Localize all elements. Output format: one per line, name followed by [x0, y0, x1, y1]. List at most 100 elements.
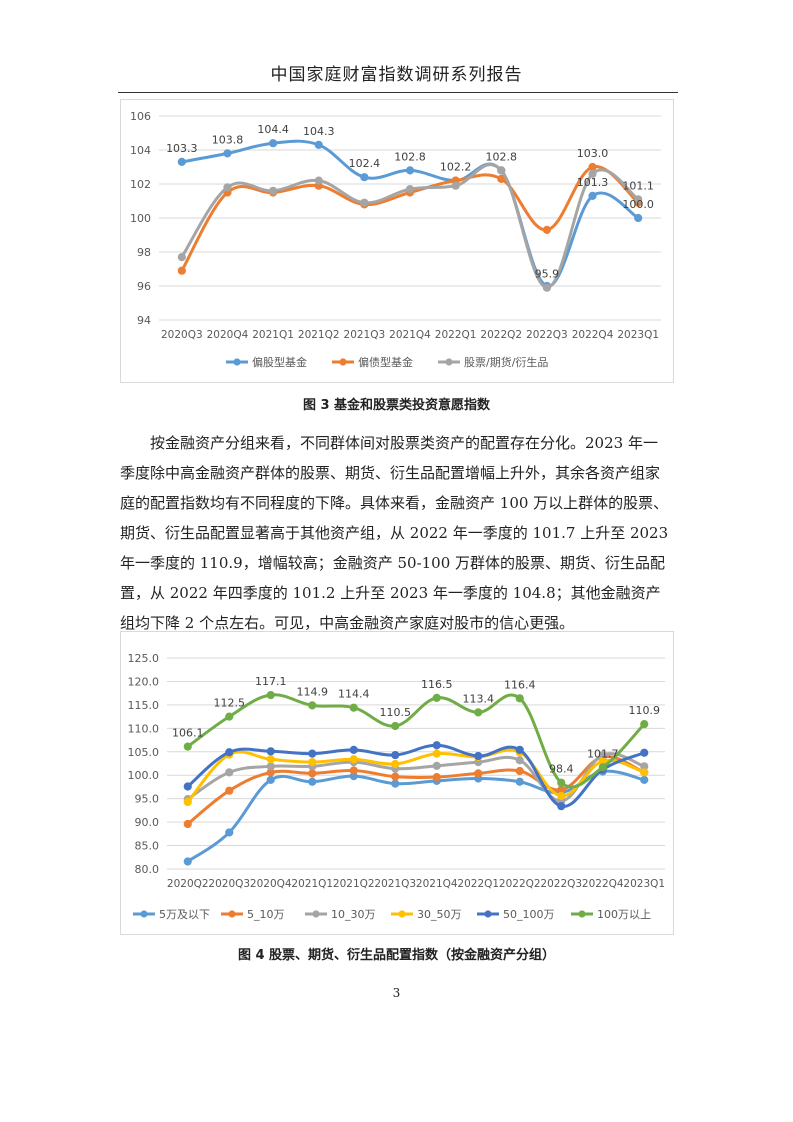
- report-header-title: 中国家庭财富指数调研系列报告: [270, 65, 523, 85]
- fig4-data-label: 113.4: [463, 692, 495, 705]
- fig4-data-label: 101.7: [587, 747, 619, 760]
- fig4-legend-marker: [484, 910, 492, 918]
- fig3-data-point: [177, 157, 186, 167]
- fig3-data-point: [268, 186, 278, 195]
- fig4-y-tick-label: 100.0: [128, 769, 160, 782]
- fig3-data-label: 102.8: [394, 150, 426, 163]
- fig4-data-point: [266, 762, 275, 771]
- fig3-y-tick-label: 96: [137, 280, 151, 293]
- fig3-data-label: 102.8: [486, 150, 517, 163]
- fig3-data-point: [405, 185, 415, 194]
- fig4-legend-marker: [578, 910, 586, 918]
- fig4-data-point: [308, 777, 317, 786]
- fig3-x-tick-label: 2021Q3: [344, 329, 386, 341]
- fig4-data-label: 98.4: [549, 763, 574, 776]
- fig4-x-tick-label: 2022Q2: [499, 878, 541, 890]
- fig4-data-point: [557, 791, 566, 800]
- fig3-x-tick-label: 2022Q4: [572, 329, 614, 341]
- fig3-y-tick-label: 100: [130, 212, 151, 225]
- fig4-data-point: [515, 694, 524, 703]
- fig4-data-point: [598, 763, 607, 772]
- fig4-legend-marker: [398, 910, 406, 918]
- fig4-y-tick-label: 105.0: [128, 746, 160, 759]
- fig3-data-point: [542, 225, 552, 234]
- fig3-data-point: [314, 176, 323, 185]
- fig3-x-tick-label: 2020Q4: [207, 329, 249, 341]
- fig4-data-point: [183, 742, 192, 751]
- fig3-x-tick-label: 2022Q1: [435, 329, 477, 341]
- fig3-data-label: 100.0: [622, 198, 654, 211]
- fig4-y-tick-label: 85.0: [135, 840, 160, 853]
- fig4-data-label: 116.4: [504, 678, 536, 691]
- fig4-y-tick-label: 110.0: [128, 722, 160, 735]
- fig3-data-point: [634, 195, 643, 204]
- fig4-data-point: [557, 778, 566, 787]
- fig4-data-point: [308, 749, 317, 758]
- fig3-data-label: 103.0: [577, 147, 609, 160]
- fig3-data-label: 95.9: [535, 268, 560, 281]
- fig3-y-tick-label: 106: [130, 110, 151, 123]
- fig4-x-tick-label: 2022Q1: [457, 878, 499, 890]
- fig3-x-tick-label: 2022Q2: [480, 329, 522, 341]
- fig4-data-point: [515, 756, 524, 765]
- fig4-data-point: [640, 768, 649, 777]
- fig4-data-point: [225, 786, 234, 795]
- fig3-data-point: [314, 140, 323, 150]
- fig4-legend-label: 30_50万: [417, 908, 462, 921]
- fig4-legend-label: 10_30万: [331, 908, 376, 921]
- fig3-data-point: [360, 173, 369, 182]
- fig3-y-tick-label: 104: [130, 144, 151, 157]
- fig3-x-tick-label: 2023Q1: [617, 329, 659, 341]
- fig4-legend-label: 50_100万: [503, 908, 555, 921]
- fig3-data-point: [223, 149, 232, 158]
- fig4-series-line-0: [186, 769, 645, 863]
- fig3-data-label: 102.4: [349, 157, 381, 170]
- fig4-data-point: [474, 751, 483, 761]
- fig3-series-line-0: [181, 139, 640, 288]
- fig4-data-label: 114.4: [338, 688, 370, 701]
- fig4-data-point: [515, 745, 524, 755]
- fig3-series-line-2: [180, 163, 640, 290]
- fig4-data-label: 106.1: [172, 727, 204, 740]
- figure4-caption: 图 4 股票、期货、衍生品配置指数（按金融资产分组）: [237, 948, 556, 963]
- fig4-series-line-3: [186, 748, 645, 803]
- fig3-data-point: [497, 166, 506, 175]
- fig4-data-point: [432, 761, 441, 770]
- fig4-x-tick-label: 2021Q4: [416, 878, 458, 890]
- fig4-data-point: [349, 703, 358, 712]
- fig3-x-tick-label: 2021Q1: [252, 329, 294, 341]
- figure4-chart: 80.0 85.0 90.0 95.0 100.0 105.0 110.0 115.0 120.…: [120, 631, 674, 935]
- fig3-data-point: [177, 253, 186, 262]
- fig3-data-point: [588, 162, 597, 172]
- fig4-y-tick-label: 120.0: [128, 675, 160, 688]
- fig4-legend-marker: [140, 910, 148, 918]
- fig3-data-point: [360, 198, 369, 207]
- fig4-data-point: [183, 782, 192, 791]
- fig4-legend-label: 5万及以下: [159, 908, 210, 921]
- fig3-data-point: [588, 169, 597, 178]
- fig3-y-tick-label: 98: [137, 246, 151, 259]
- figure3-chart-svg: 94 96 98 100 102 104 106 2020Q3 2020Q4 2021Q1 2021…: [130, 110, 661, 369]
- fig4-data-point: [391, 772, 400, 781]
- fig4-data-point: [432, 749, 441, 758]
- fig4-data-label: 110.5: [380, 706, 412, 719]
- fig4-data-point: [225, 712, 234, 721]
- fig3-data-point: [451, 181, 460, 190]
- body-paragraph: 按金融资产分组来看，不同群体间对股票类资产的配置存在分化。2023 年一季度除中…: [120, 428, 672, 638]
- fig3-data-label: 103.3: [166, 142, 198, 155]
- fig4-y-tick-label: 90.0: [135, 816, 160, 829]
- fig3-data-point: [588, 191, 597, 201]
- fig3-series-line-1: [180, 165, 640, 272]
- fig3-x-tick-label: 2020Q3: [161, 329, 203, 341]
- fig4-x-tick-label: 2022Q4: [582, 878, 624, 890]
- fig4-data-point: [308, 701, 317, 710]
- header-divider: [118, 92, 678, 93]
- fig4-data-point: [432, 693, 441, 702]
- fig4-x-tick-label: 2020Q3: [208, 878, 250, 890]
- fig3-legend-marker: [339, 358, 347, 366]
- fig4-data-point: [225, 828, 234, 837]
- fig4-data-point: [432, 772, 441, 782]
- fig4-data-point: [640, 748, 649, 757]
- fig4-data-label: 117.1: [255, 675, 287, 688]
- fig3-y-tick-label: 94: [137, 314, 151, 327]
